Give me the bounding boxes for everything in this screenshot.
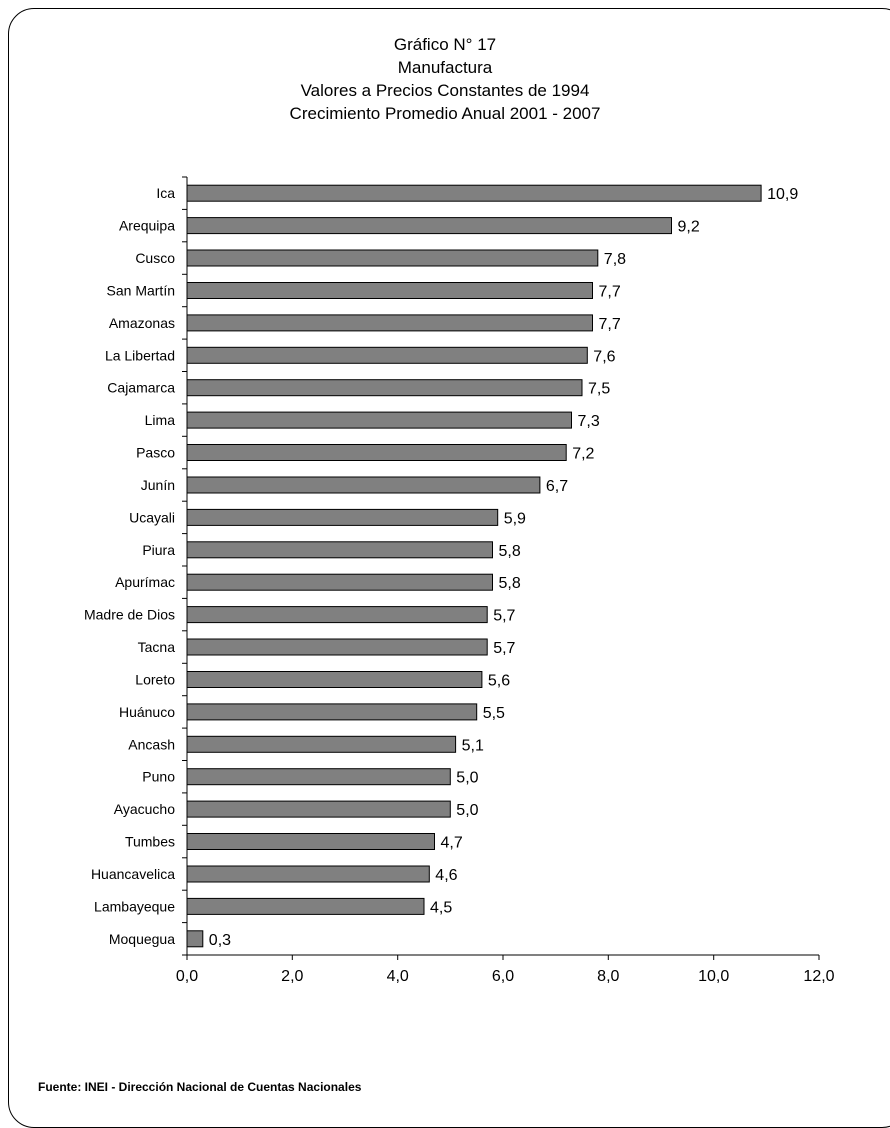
value-label: 5,8	[499, 575, 521, 592]
value-label: 10,9	[767, 186, 798, 203]
value-label: 7,5	[588, 381, 610, 398]
bar	[186, 282, 593, 299]
bar	[186, 930, 204, 948]
category-label: Ayacucho	[114, 801, 175, 817]
value-label: 5,7	[493, 608, 515, 625]
category-label: Arequipa	[119, 218, 175, 234]
bar	[186, 638, 488, 656]
chart-titles: Gráfico N° 17 Manufactura Valores a Prec…	[0, 33, 890, 125]
value-label: 5,7	[493, 640, 515, 657]
chart-title-number: Gráfico N° 17	[393, 35, 497, 54]
x-tick-label: 12,0	[803, 968, 834, 985]
bar	[186, 703, 478, 721]
value-label: 7,2	[572, 446, 594, 463]
value-label: 7,3	[578, 413, 600, 430]
bar	[186, 314, 593, 332]
value-label: 0,3	[209, 932, 231, 949]
x-tick-label: 10,0	[698, 968, 729, 985]
category-label: Moquegua	[109, 931, 175, 947]
bar	[186, 346, 588, 364]
bar	[186, 671, 483, 688]
x-tick-label: 4,0	[387, 968, 409, 985]
category-label: Tumbes	[125, 834, 175, 850]
bar	[186, 508, 499, 526]
bar	[186, 541, 493, 559]
category-label: Apurímac	[115, 574, 175, 590]
chart-title-growth: Crecimiento Promedio Anual 2001 - 2007	[289, 104, 601, 123]
value-label: 4,7	[441, 835, 463, 852]
bar	[186, 184, 762, 202]
bar	[186, 833, 435, 850]
source-note: Fuente: INEI - Dirección Nacional de Cue…	[38, 1080, 362, 1094]
bar	[186, 865, 430, 883]
value-label: 7,7	[599, 284, 621, 301]
bar	[186, 573, 493, 591]
value-label: 5,0	[456, 770, 478, 787]
value-label: 5,9	[504, 510, 526, 527]
bar	[186, 897, 425, 915]
value-label: 6,7	[546, 478, 568, 495]
value-label: 7,7	[599, 316, 621, 333]
category-label: Huánuco	[119, 704, 175, 720]
value-label: 4,6	[435, 867, 457, 884]
bar	[186, 379, 583, 397]
value-label: 7,6	[593, 348, 615, 365]
chart-title-prices: Valores a Precios Constantes de 1994	[300, 81, 590, 100]
category-label: Pasco	[136, 445, 175, 461]
value-label: 5,6	[488, 673, 510, 690]
bar	[186, 217, 672, 235]
category-label: Piura	[142, 542, 175, 558]
category-label: Lambayeque	[94, 898, 175, 914]
x-tick-label: 6,0	[492, 968, 514, 985]
category-label: Ucayali	[129, 509, 175, 525]
category-label: Tacna	[138, 639, 176, 655]
chart-title-sector: Manufactura	[397, 58, 493, 77]
category-label: Loreto	[135, 672, 175, 688]
category-label: Cusco	[135, 250, 175, 266]
bar	[186, 800, 451, 818]
x-tick-label: 2,0	[281, 968, 303, 985]
value-label: 5,1	[462, 737, 484, 754]
value-label: 5,0	[456, 802, 478, 819]
bar	[186, 249, 599, 267]
category-label: Ica	[156, 185, 175, 201]
value-label: 4,5	[430, 899, 452, 916]
category-label: Amazonas	[109, 315, 175, 331]
category-label: Junín	[141, 477, 175, 493]
category-label: Lima	[145, 412, 176, 428]
category-label: Cajamarca	[107, 380, 175, 396]
x-tick-label: 0,0	[176, 968, 198, 985]
value-label: 7,8	[604, 251, 626, 268]
category-label: Huancavelica	[91, 866, 175, 882]
bar	[186, 444, 567, 461]
category-label: Puno	[142, 769, 175, 785]
bar	[186, 411, 572, 429]
value-label: 5,8	[499, 543, 521, 560]
category-label: San Martín	[107, 283, 175, 299]
x-tick-label: 8,0	[597, 968, 619, 985]
bar	[186, 606, 488, 624]
bar	[186, 735, 457, 753]
bar	[186, 768, 451, 786]
category-label: Ancash	[128, 736, 175, 752]
category-label: Madre de Dios	[84, 607, 175, 623]
bar	[186, 476, 541, 494]
value-label: 5,5	[483, 705, 505, 722]
category-label: La Libertad	[105, 347, 175, 363]
value-label: 9,2	[678, 219, 700, 236]
